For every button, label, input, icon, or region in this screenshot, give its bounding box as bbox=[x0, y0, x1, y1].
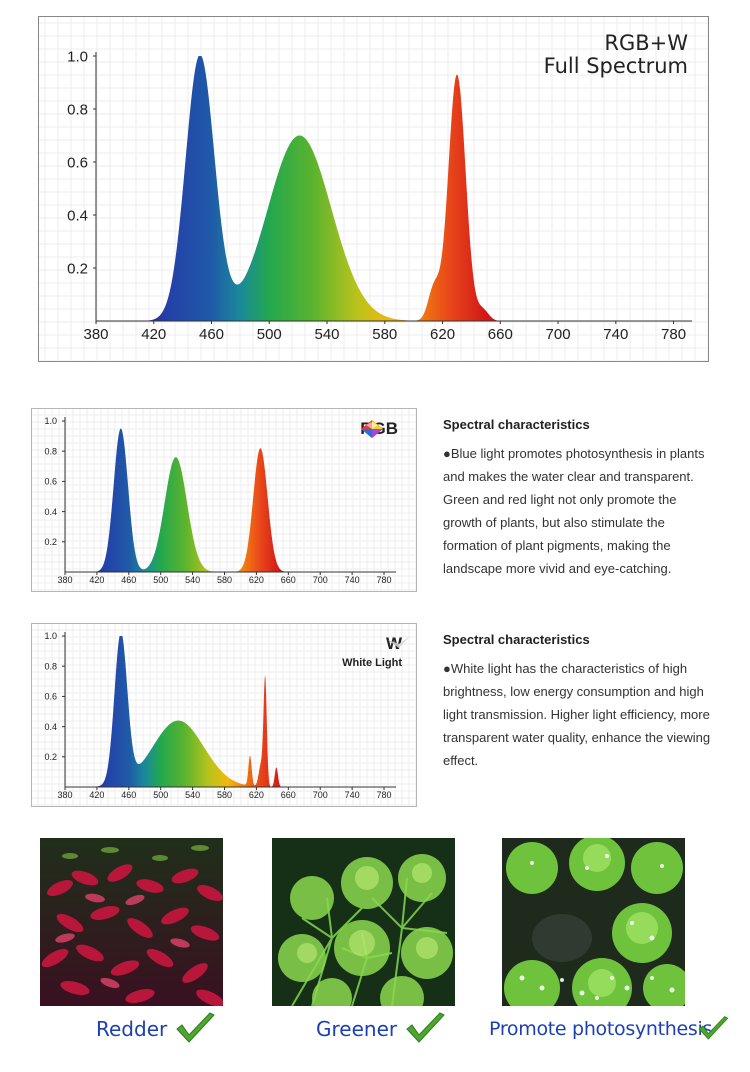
x-tick-label: 380 bbox=[57, 575, 72, 585]
spectrum-area bbox=[96, 56, 688, 321]
x-tick-label: 460 bbox=[121, 790, 136, 800]
benefit-redder: Redder bbox=[96, 1010, 217, 1048]
x-tick-label: 500 bbox=[153, 790, 168, 800]
x-tick-label: 380 bbox=[83, 326, 108, 343]
x-tick-label: 460 bbox=[121, 575, 136, 585]
x-tick-label: 740 bbox=[603, 326, 628, 343]
white-light-spectrum-plot: 380 420 460 500 540 580 620 660 700 740 780 0.2 0.4 0… bbox=[32, 624, 416, 806]
x-tick-label: 740 bbox=[345, 790, 360, 800]
x-tick-label: 740 bbox=[345, 575, 360, 585]
y-tick-label: 0.2 bbox=[44, 752, 57, 762]
x-tick-label: 420 bbox=[89, 790, 104, 800]
x-tick-label: 780 bbox=[377, 575, 392, 585]
x-tick-label: 420 bbox=[89, 575, 104, 585]
y-tick-label: 0.2 bbox=[44, 537, 57, 547]
x-tick-label: 660 bbox=[281, 790, 296, 800]
rgb-spectrum-chart: 380 420 460 500 540 580 620 660 700 740 780 0.2 0.4 0… bbox=[31, 408, 417, 592]
white-light-description-heading: Spectral characteristics bbox=[443, 632, 590, 647]
y-tick-label: 0.4 bbox=[67, 207, 88, 224]
white-light-legend: W bbox=[386, 634, 410, 654]
green-plants-photo bbox=[272, 838, 455, 1006]
y-tick-label: 0.8 bbox=[67, 101, 88, 118]
rgb-legend: RGB bbox=[360, 419, 398, 439]
white-light-prism-icon bbox=[387, 636, 410, 648]
check-icon bbox=[406, 1012, 445, 1043]
chart-title-line2: Full Spectrum bbox=[543, 54, 688, 78]
y-tick-label: 1.0 bbox=[44, 631, 57, 641]
white-light-spectrum-chart: 380 420 460 500 540 580 620 660 700 740 780 0.2 0.4 0… bbox=[31, 623, 417, 807]
y-tick-label: 0.6 bbox=[67, 154, 88, 171]
full-spectrum-chart: 380 420 460 500 540 580 620 660 700 740 780 0.2 0.4 0… bbox=[38, 16, 709, 362]
x-tick-label: 460 bbox=[199, 326, 224, 343]
rgb-description: Spectral characteristics ●Blue light pro… bbox=[443, 417, 715, 580]
x-tick-label: 620 bbox=[249, 575, 264, 585]
x-tick-label: 580 bbox=[217, 790, 232, 800]
y-tick-label: 0.8 bbox=[44, 446, 57, 456]
rgb-description-heading: Spectral characteristics bbox=[443, 417, 590, 432]
x-tick-label: 700 bbox=[546, 326, 571, 343]
benefit-label: Redder bbox=[96, 1017, 168, 1041]
y-tick-label: 0.6 bbox=[44, 692, 57, 702]
white-light-sublabel: White Light bbox=[342, 657, 402, 669]
x-tick-label: 780 bbox=[661, 326, 686, 343]
x-tick-label: 700 bbox=[313, 790, 328, 800]
red-plants-photo bbox=[40, 838, 223, 1006]
photosynthesis-photo bbox=[502, 838, 685, 1006]
x-tick-label: 660 bbox=[488, 326, 513, 343]
x-tick-label: 540 bbox=[315, 326, 340, 343]
x-tick-label: 700 bbox=[313, 575, 328, 585]
white-light-description: Spectral characteristics ●White light ha… bbox=[443, 632, 715, 772]
y-tick-label: 0.2 bbox=[67, 260, 88, 277]
x-tick-label: 580 bbox=[372, 326, 397, 343]
full-spectrum-plot: 380 420 460 500 540 580 620 660 700 740 780 0.2 0.4 0… bbox=[39, 17, 708, 361]
benefit-greener: Greener bbox=[316, 1010, 447, 1048]
benefit-photosynthesis: Promote photosynthesis bbox=[489, 1010, 730, 1048]
benefit-label: Promote photosynthesis bbox=[489, 1018, 713, 1040]
x-tick-label: 580 bbox=[217, 575, 232, 585]
x-tick-label: 420 bbox=[141, 326, 166, 343]
x-tick-label: 620 bbox=[249, 790, 264, 800]
y-tick-label: 0.6 bbox=[44, 477, 57, 487]
y-tick-label: 1.0 bbox=[44, 416, 57, 426]
benefit-label: Greener bbox=[316, 1017, 398, 1041]
y-tick-label: 1.0 bbox=[67, 48, 88, 65]
white-light-description-body: ●White light has the characteristics of … bbox=[443, 661, 711, 768]
rgb-spectrum-plot: 380 420 460 500 540 580 620 660 700 740 780 0.2 0.4 0… bbox=[32, 409, 416, 591]
y-tick-label: 0.4 bbox=[44, 507, 57, 517]
rgb-description-body: ●Blue light promotes photosynthesis in p… bbox=[443, 446, 705, 576]
chart-title-line1: RGB+W bbox=[604, 31, 688, 55]
x-tick-label: 380 bbox=[57, 790, 72, 800]
check-icon bbox=[176, 1012, 216, 1043]
x-tick-label: 780 bbox=[377, 790, 392, 800]
y-tick-label: 0.4 bbox=[44, 722, 57, 732]
x-tick-label: 540 bbox=[185, 790, 200, 800]
y-tick-label: 0.8 bbox=[44, 661, 57, 671]
x-tick-label: 500 bbox=[257, 326, 282, 343]
x-tick-label: 500 bbox=[153, 575, 168, 585]
check-icon bbox=[698, 1016, 729, 1040]
x-tick-label: 620 bbox=[430, 326, 455, 343]
x-tick-label: 540 bbox=[185, 575, 200, 585]
x-tick-label: 660 bbox=[281, 575, 296, 585]
rgb-prism-icon bbox=[361, 420, 384, 438]
